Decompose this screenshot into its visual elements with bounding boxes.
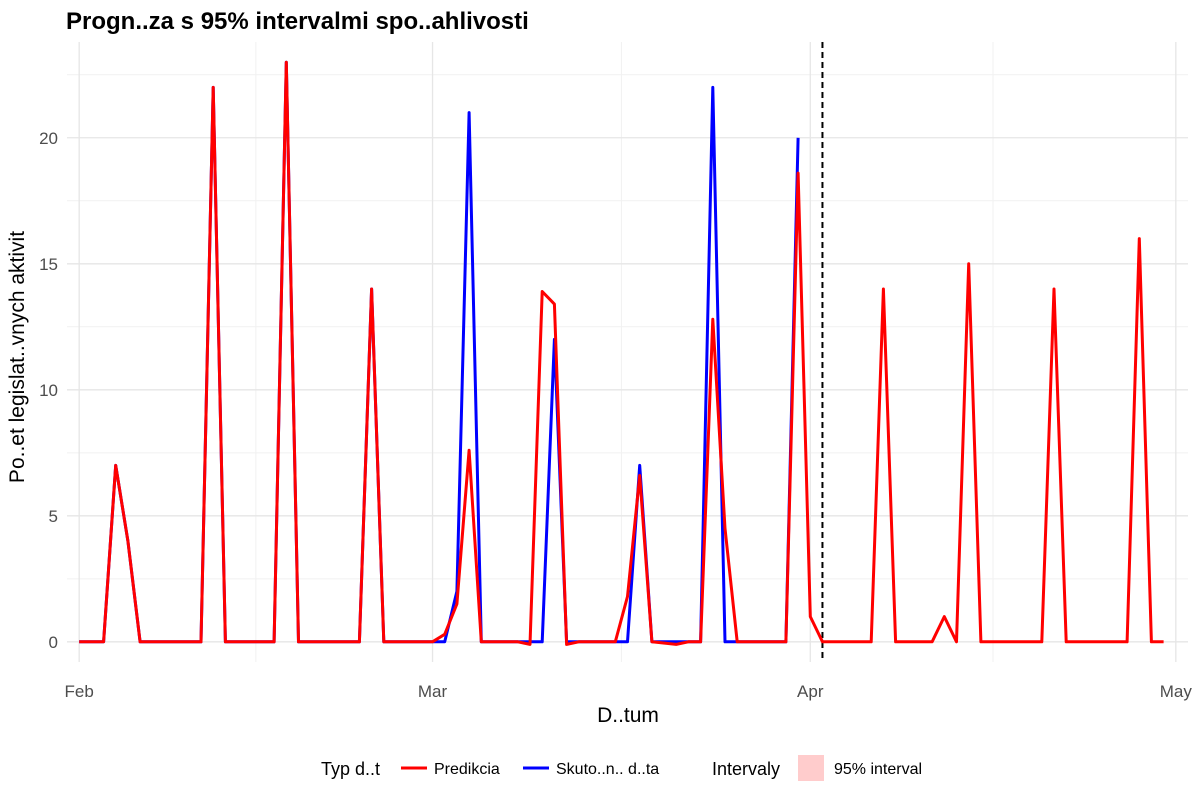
legend-type-title: Typ d..t bbox=[321, 759, 380, 779]
y-axis-title: Po..et legislat..vnych aktivit bbox=[6, 231, 29, 483]
chart-title: Progn..za s 95% intervalmi spo..ahlivost… bbox=[66, 8, 529, 35]
legend-label-actual: Skuto..n.. d..ta bbox=[556, 761, 659, 778]
legend: Typ d..t Predikcia Skuto..n.. d..ta Inte… bbox=[321, 755, 922, 781]
legend-key-interval bbox=[798, 755, 824, 781]
series-line-predikcia bbox=[79, 60, 1164, 646]
legend-interval-title: Intervaly bbox=[712, 759, 780, 779]
series-lines bbox=[79, 60, 1164, 646]
x-tick-label: Feb bbox=[65, 682, 94, 701]
x-tick-label: Mar bbox=[418, 682, 448, 701]
y-tick-label: 15 bbox=[39, 255, 58, 274]
x-axis-title: D..tum bbox=[597, 704, 659, 727]
x-tick-label: May bbox=[1160, 682, 1193, 701]
legend-label-predikcia: Predikcia bbox=[434, 761, 500, 778]
x-axis-ticks: Feb Mar Apr May bbox=[65, 682, 1193, 701]
y-tick-label: 0 bbox=[49, 633, 58, 652]
y-tick-label: 5 bbox=[49, 507, 58, 526]
x-tick-label: Apr bbox=[797, 682, 824, 701]
grid bbox=[67, 42, 1188, 662]
y-axis-ticks: 0 5 10 15 20 bbox=[39, 129, 58, 652]
y-tick-label: 20 bbox=[39, 129, 58, 148]
y-tick-label: 10 bbox=[39, 381, 58, 400]
legend-label-interval: 95% interval bbox=[834, 761, 922, 778]
series-line-actual bbox=[79, 60, 800, 644]
